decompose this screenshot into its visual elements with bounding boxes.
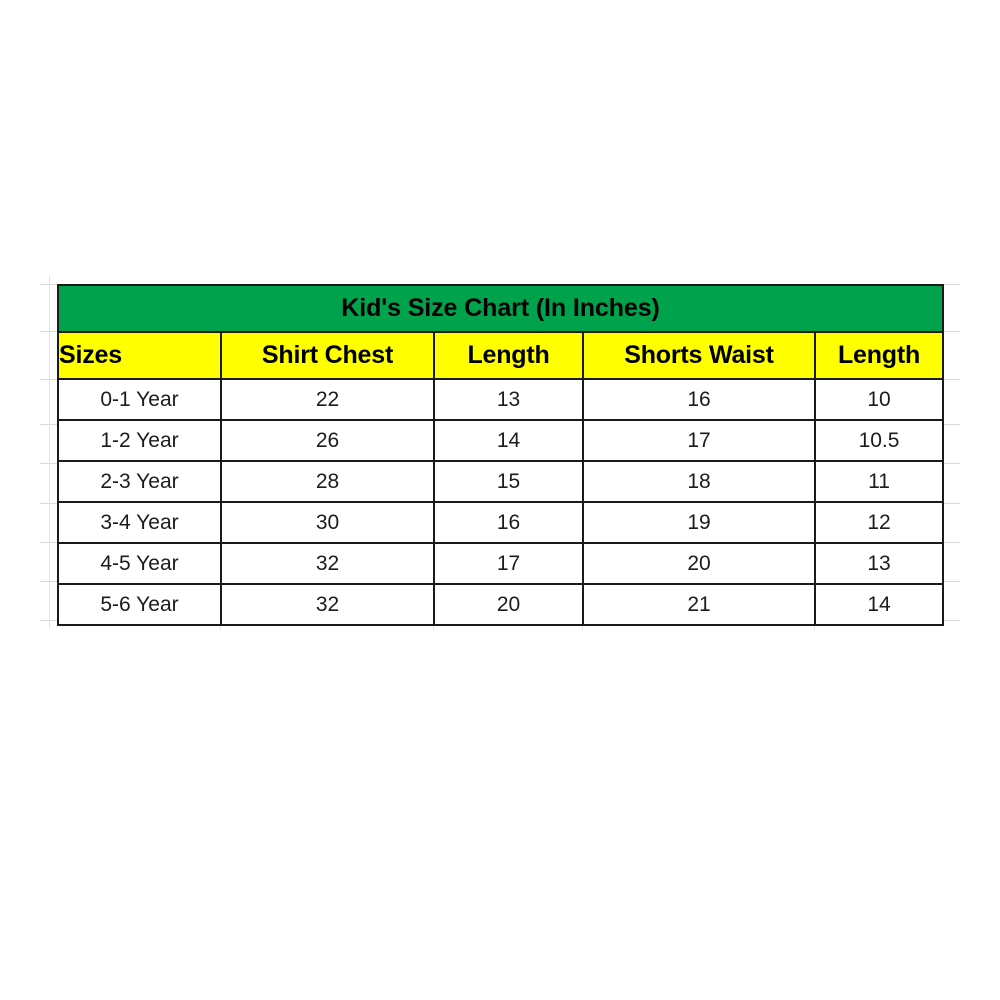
gridline-stub-left: [40, 379, 57, 380]
cell-shirt-chest: 26: [220, 419, 435, 462]
cell-shirt-length: 20: [433, 583, 584, 626]
gridline-stub-right: [942, 620, 960, 621]
cell-shorts-waist: 17: [582, 419, 816, 462]
cell-shirt-length: 16: [433, 501, 584, 544]
table-row: 5-6 Year 32 20 21 14: [57, 583, 945, 626]
column-header-shirt-length: Length: [433, 331, 584, 380]
column-header-shorts-waist: Shorts Waist: [582, 331, 816, 380]
gridline-stub-right: [942, 503, 960, 504]
gridline-stub-left: [40, 463, 57, 464]
cell-size: 3-4 Year: [57, 501, 222, 544]
cell-shirt-length: 14: [433, 419, 584, 462]
cell-shorts-length: 14: [813, 583, 945, 626]
table-header-row: Sizes Shirt Chest Length Shorts Waist Le…: [57, 331, 945, 380]
gridline-stub-right: [942, 284, 960, 285]
gridline-stub-left: [40, 331, 57, 332]
gridline-stub-left: [40, 284, 57, 285]
cell-shorts-length: 10: [813, 378, 945, 421]
cell-shirt-length: 13: [433, 378, 584, 421]
table-body: 0-1 Year 22 13 16 10 1-2 Year 26 14 17 1…: [57, 378, 945, 626]
gridline-stub-right: [942, 542, 960, 543]
column-header-sizes: Sizes: [57, 331, 222, 380]
gridline-stub-right: [942, 424, 960, 425]
gridline-stub-right: [942, 581, 960, 582]
cell-shorts-length: 11: [813, 460, 945, 503]
cell-shirt-chest: 28: [220, 460, 435, 503]
gridline-stub-left: [40, 424, 57, 425]
cell-size: 5-6 Year: [57, 583, 222, 626]
gridline-stub-right: [942, 379, 960, 380]
gridline-stub-right: [942, 463, 960, 464]
cell-shirt-length: 17: [433, 542, 584, 585]
table-row: 2-3 Year 28 15 18 11: [57, 460, 945, 503]
table-row: 0-1 Year 22 13 16 10: [57, 378, 945, 421]
cell-shirt-chest: 32: [220, 542, 435, 585]
cell-shorts-waist: 21: [582, 583, 816, 626]
column-header-shorts-length: Length: [813, 331, 945, 380]
column-header-shirt-chest: Shirt Chest: [220, 331, 435, 380]
cell-size: 1-2 Year: [57, 419, 222, 462]
cell-shorts-length: 13: [813, 542, 945, 585]
cell-shorts-length: 12: [813, 501, 945, 544]
cell-shorts-waist: 18: [582, 460, 816, 503]
cell-shirt-chest: 22: [220, 378, 435, 421]
gridline-stub-right: [942, 331, 960, 332]
cell-shorts-waist: 19: [582, 501, 816, 544]
chart-title: Kid's Size Chart (In Inches): [56, 284, 945, 333]
cell-shorts-waist: 16: [582, 378, 816, 421]
gridline-stub-left: [40, 503, 57, 504]
cell-shorts-length: 10.5: [813, 419, 945, 462]
cell-shirt-chest: 32: [220, 583, 435, 626]
cell-size: 4-5 Year: [57, 542, 222, 585]
cell-size: 0-1 Year: [57, 378, 222, 421]
cell-shirt-length: 15: [433, 460, 584, 503]
table-row: 3-4 Year 30 16 19 12: [57, 501, 945, 544]
gridline-stub-left-vertical: [49, 276, 50, 628]
gridline-stub-left: [40, 620, 57, 621]
table-title-row: Kid's Size Chart (In Inches): [56, 284, 945, 333]
gridline-stub-left: [40, 542, 57, 543]
table-row: 1-2 Year 26 14 17 10.5: [57, 419, 945, 462]
cell-shorts-waist: 20: [582, 542, 816, 585]
table-row: 4-5 Year 32 17 20 13: [57, 542, 945, 585]
gridline-stub-left: [40, 581, 57, 582]
size-chart-table: Kid's Size Chart (In Inches) Sizes Shirt…: [56, 284, 945, 626]
cell-shirt-chest: 30: [220, 501, 435, 544]
cell-size: 2-3 Year: [57, 460, 222, 503]
